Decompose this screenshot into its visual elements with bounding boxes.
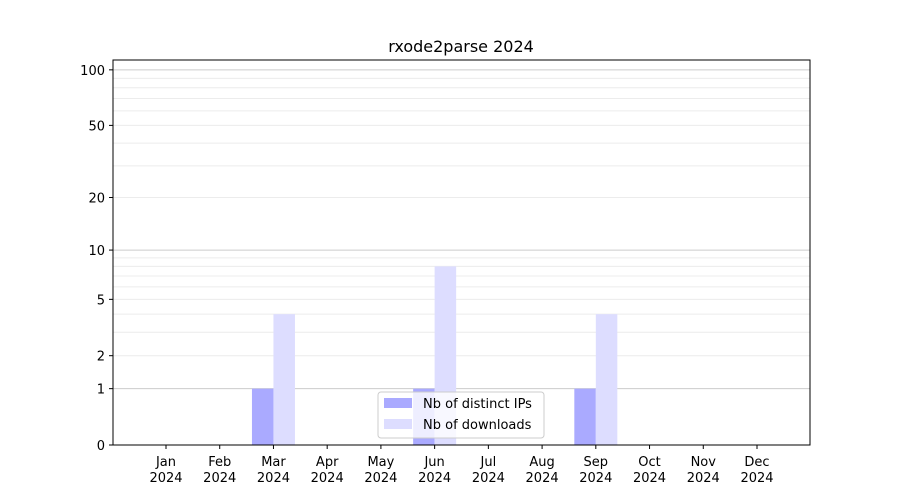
y-tick-label: 50 — [88, 119, 105, 134]
bar-distinct-ips — [574, 388, 596, 445]
bar-downloads — [595, 314, 618, 445]
x-tick-label: Dec 2024 — [740, 455, 773, 486]
y-tick-label: 10 — [88, 244, 105, 259]
y-tick-label: 20 — [88, 192, 105, 207]
bar-distinct-ips — [251, 388, 274, 445]
x-tick-label: Jul 2024 — [472, 455, 505, 486]
x-tick-label: May 2024 — [364, 455, 397, 486]
x-tick-label: Sep 2024 — [579, 455, 612, 486]
y-tick-label: 100 — [80, 64, 105, 79]
legend-swatch — [384, 419, 412, 429]
y-tick-label: 5 — [97, 293, 105, 308]
legend-label: Nb of distinct IPs — [423, 397, 532, 412]
y-tick-label: 1 — [97, 383, 105, 398]
plot-frame — [112, 59, 811, 446]
y-axis: 0 1 2 5 10 20 50 100 — [80, 64, 113, 454]
bar-downloads — [273, 314, 295, 445]
x-tick-label: Oct 2024 — [633, 455, 666, 486]
y-tick-label: 2 — [97, 350, 105, 365]
grid — [113, 69, 810, 390]
x-tick-label: Feb 2024 — [203, 455, 236, 486]
y-tick-label: 0 — [97, 439, 105, 454]
legend: Nb of distinct IPs Nb of downloads — [377, 391, 545, 439]
x-tick-label: Jun 2024 — [418, 455, 451, 486]
x-tick-label: Jan 2024 — [149, 455, 182, 486]
x-tick-label: Apr 2024 — [311, 455, 344, 486]
chart-title: rxode2parse 2024 — [388, 37, 534, 56]
legend-swatch — [384, 398, 412, 408]
x-tick-label: Mar 2024 — [257, 455, 290, 486]
x-tick-label: Aug 2024 — [526, 455, 559, 486]
legend-label: Nb of downloads — [423, 418, 532, 433]
legend-box — [377, 391, 545, 439]
x-axis: Jan 2024 Feb 2024 Mar 2024 Apr 2024 May 2024 Jun 20… — [149, 445, 774, 486]
x-tick-label: Nov 2024 — [687, 455, 720, 486]
